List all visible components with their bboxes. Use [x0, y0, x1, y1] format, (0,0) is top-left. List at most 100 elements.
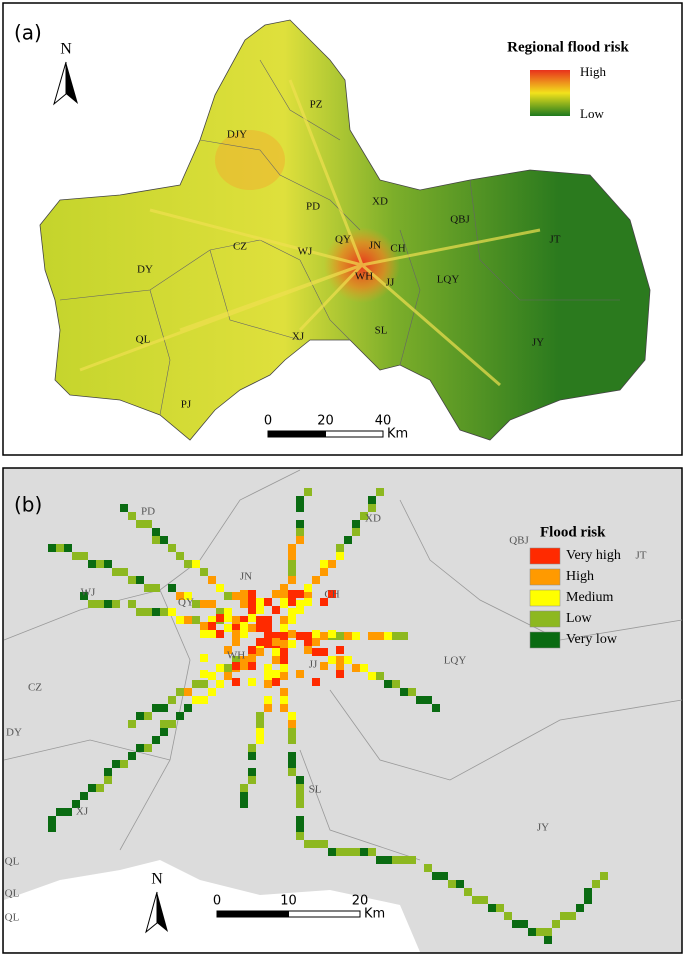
- road-cell: [488, 904, 496, 912]
- road-cell: [64, 544, 72, 552]
- road-cell: [520, 920, 528, 928]
- road-cell: [512, 920, 520, 928]
- legend-swatch: [529, 568, 561, 586]
- road-cell: [248, 776, 256, 784]
- district-label: SL: [309, 784, 322, 796]
- road-cell: [264, 616, 272, 624]
- road-cell: [416, 696, 424, 704]
- road-cell: [88, 560, 96, 568]
- road-cell: [256, 606, 264, 614]
- road-cell: [392, 856, 400, 864]
- road-cell: [456, 880, 464, 888]
- road-cell: [280, 696, 288, 704]
- road-cell: [264, 598, 272, 606]
- road-cell: [128, 720, 136, 728]
- road-cell: [144, 584, 152, 592]
- road-cell: [344, 656, 352, 664]
- road-cell: [224, 592, 232, 600]
- district-label: QL: [5, 888, 20, 900]
- road-cell: [320, 560, 328, 568]
- road-cell: [360, 512, 368, 520]
- scale-unit: Km: [364, 907, 385, 922]
- road-cell: [256, 648, 264, 656]
- north-arrow: [66, 62, 78, 104]
- road-cell: [376, 672, 384, 680]
- road-cell: [208, 622, 216, 630]
- road-cell: [312, 576, 320, 584]
- road-cell: [424, 864, 432, 872]
- road-cell: [312, 630, 320, 638]
- road-cell: [288, 552, 296, 560]
- road-cell: [288, 616, 296, 624]
- road-cell: [208, 688, 216, 696]
- district-label: WH: [227, 650, 245, 662]
- outside-area: [4, 860, 420, 952]
- road-cell: [56, 808, 64, 816]
- road-cell: [288, 768, 296, 776]
- road-cell: [192, 616, 200, 624]
- road-network: [79, 79, 541, 387]
- road-cell: [584, 896, 592, 904]
- risk-area: [215, 130, 285, 190]
- road-cell: [464, 888, 472, 896]
- road-cell: [352, 848, 360, 856]
- road-cell: [128, 752, 136, 760]
- road-cell: [320, 662, 328, 670]
- scale-bar: [216, 910, 289, 918]
- road-cell: [256, 624, 264, 632]
- road-cell: [576, 904, 584, 912]
- road-cell: [48, 816, 56, 824]
- road-cell: [240, 630, 248, 638]
- road-cell: [160, 536, 168, 544]
- road-cell: [280, 688, 288, 696]
- road-cell: [248, 768, 256, 776]
- road-cell: [112, 600, 120, 608]
- district-label: JT: [550, 234, 561, 246]
- road-cell: [288, 760, 296, 768]
- road-cell: [240, 590, 248, 598]
- district-label: XJ: [76, 806, 89, 818]
- road-cell: [96, 600, 104, 608]
- road-cell: [280, 632, 288, 640]
- road-cell: [336, 670, 344, 678]
- road-cell: [280, 640, 288, 648]
- road-cell: [240, 616, 248, 624]
- road-cell: [176, 616, 184, 624]
- road-cell: [288, 568, 296, 576]
- road-cell: [400, 856, 408, 864]
- road-cell: [384, 856, 392, 864]
- road-cell: [352, 664, 360, 672]
- road-cell: [104, 560, 112, 568]
- district-label: DY: [137, 264, 153, 276]
- road-cell: [256, 638, 264, 646]
- road-cell: [208, 600, 216, 608]
- road-cell: [336, 544, 344, 552]
- road-cell: [304, 840, 312, 848]
- road-cell: [56, 544, 64, 552]
- road-cell: [280, 704, 288, 712]
- road-cell: [288, 728, 296, 736]
- road-cell: [248, 606, 256, 614]
- road-cell: [184, 592, 192, 600]
- district-label: XD: [372, 196, 388, 208]
- north-label: N: [60, 41, 72, 58]
- road-cell: [304, 640, 312, 648]
- road-cell: [240, 656, 248, 664]
- district-label: XJ: [292, 331, 305, 343]
- road-cell: [176, 592, 184, 600]
- scale-bar: [267, 430, 326, 438]
- road-cell: [448, 880, 456, 888]
- road-cell: [296, 632, 304, 640]
- legend-swatch: [529, 589, 561, 607]
- road-cell: [152, 536, 160, 544]
- district-label: JY: [537, 822, 549, 834]
- road-cell: [376, 856, 384, 864]
- road-cell: [336, 656, 344, 664]
- road-cell: [248, 598, 256, 606]
- road-cell: [256, 712, 264, 720]
- road-cell: [360, 848, 368, 856]
- district-label: PZ: [310, 99, 323, 111]
- road-cell: [336, 848, 344, 856]
- district-label: JN: [240, 571, 252, 583]
- road-cell: [184, 616, 192, 624]
